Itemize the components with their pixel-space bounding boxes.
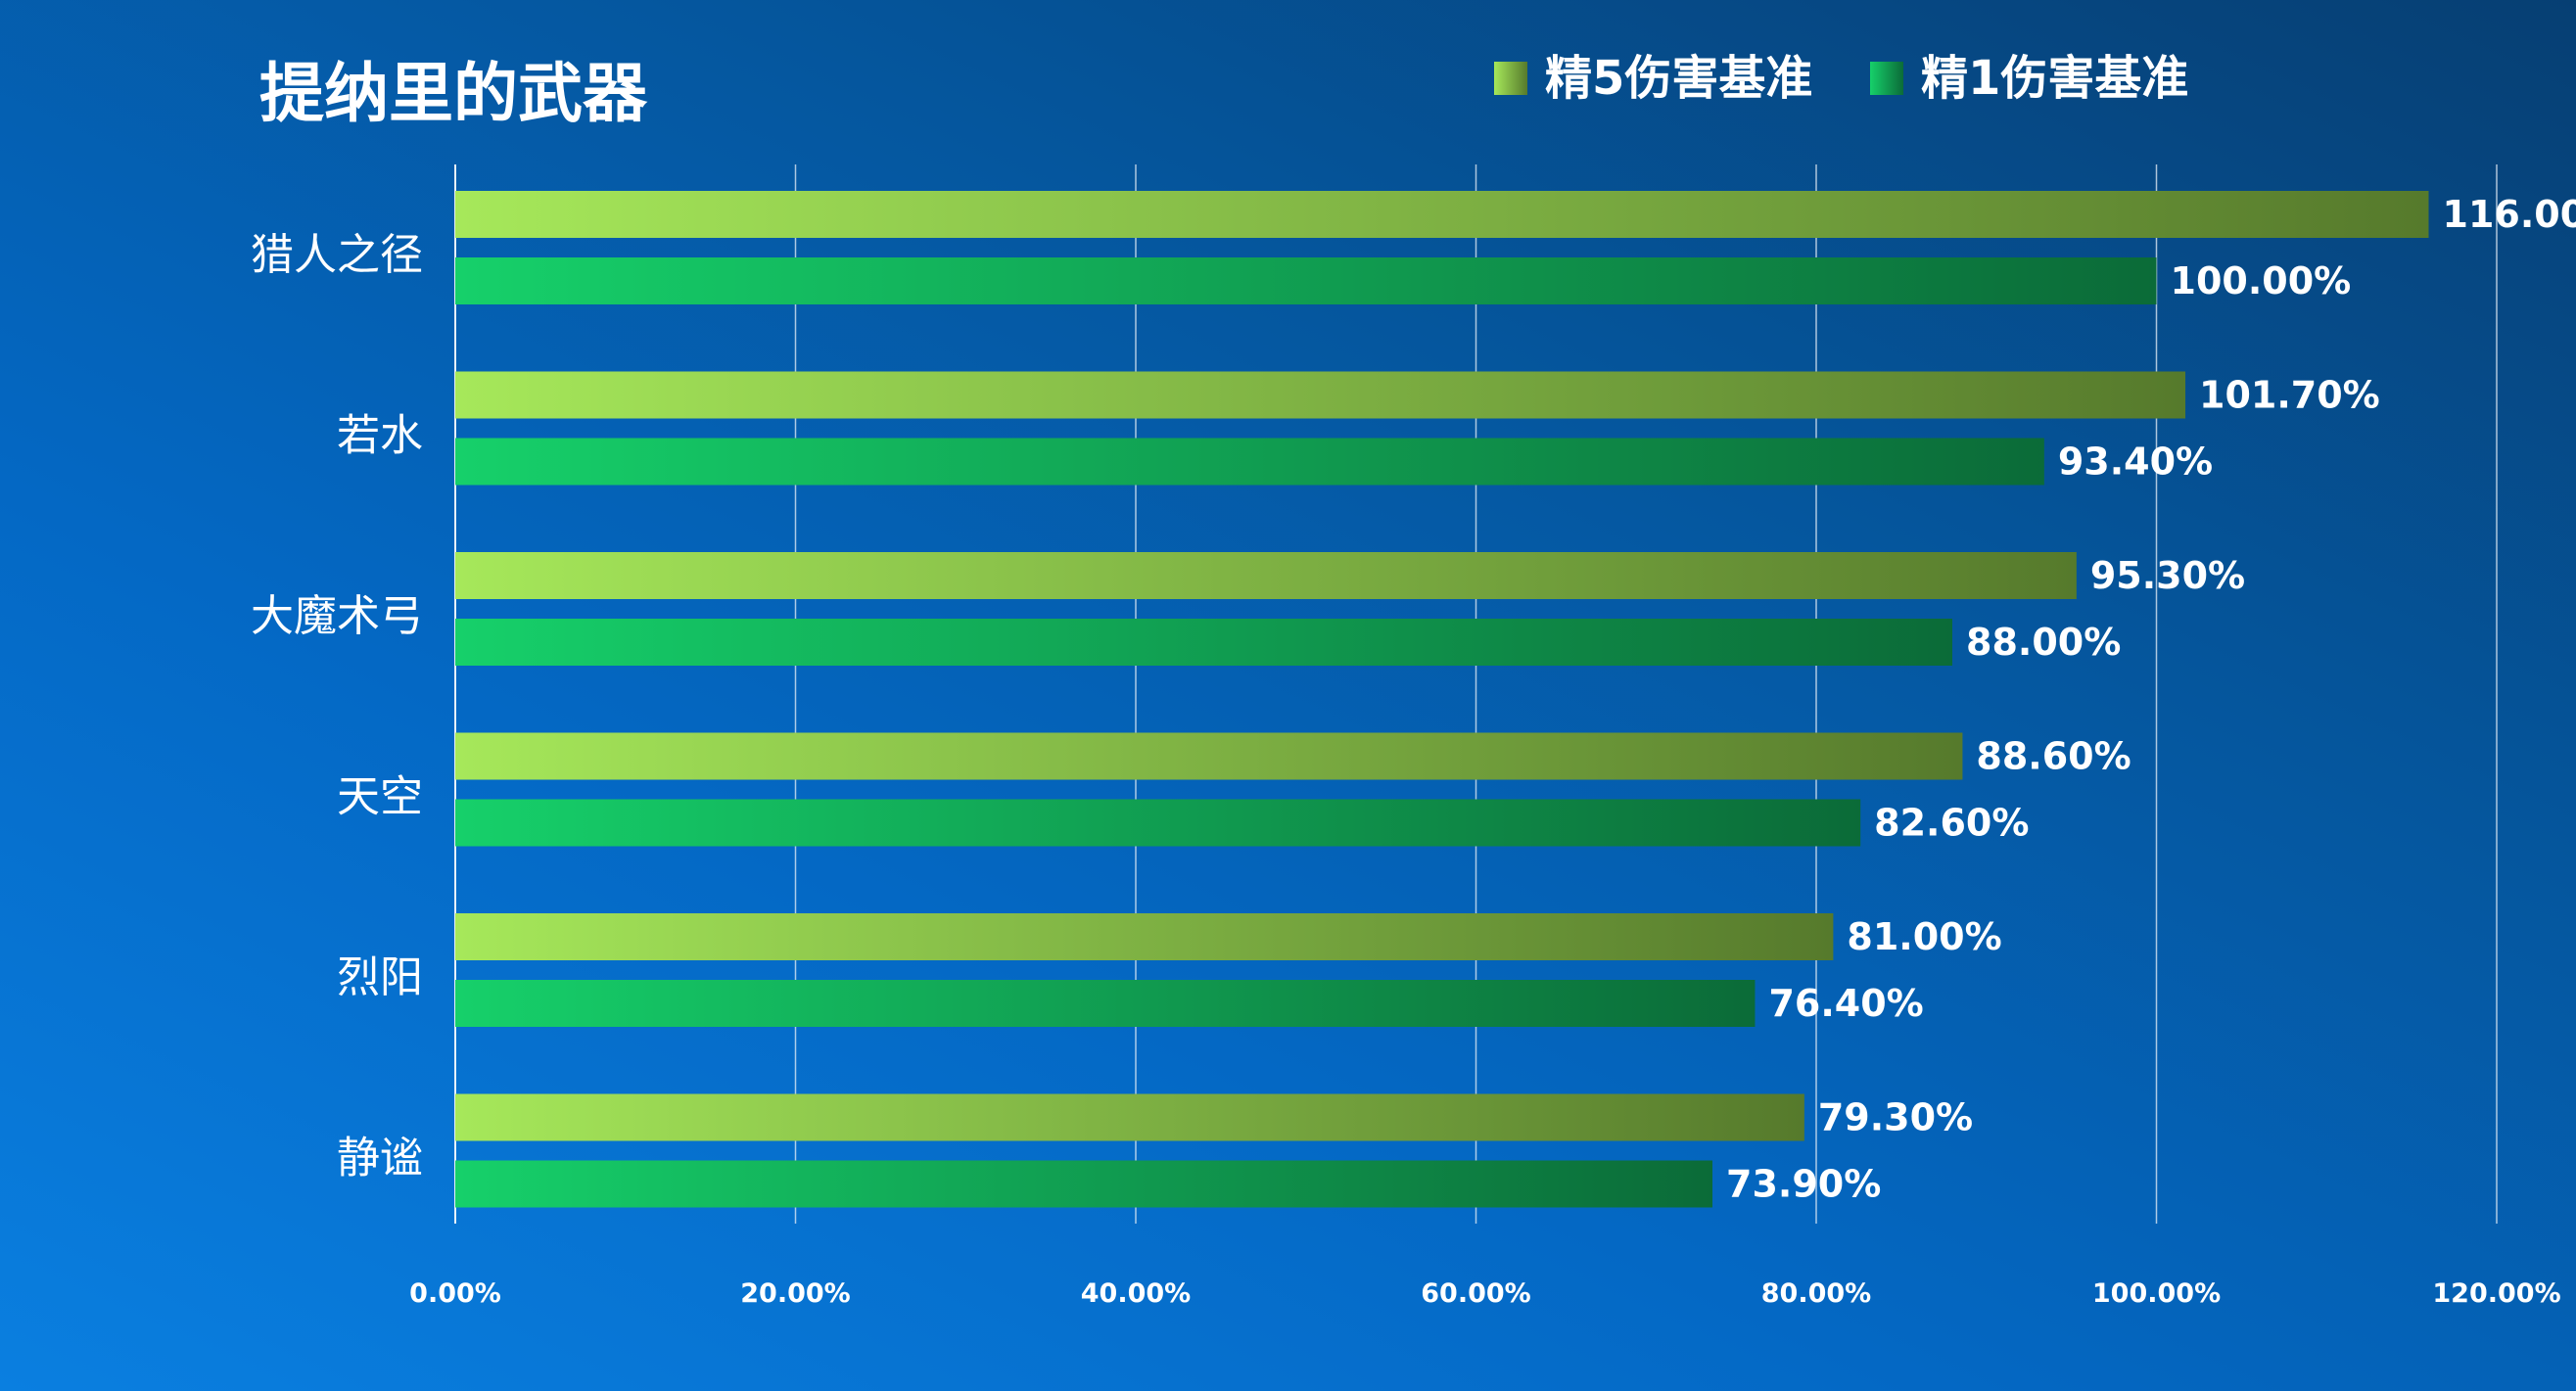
category-label: 静谧: [337, 1134, 423, 1183]
data-label-series-1: 95.30%: [2090, 554, 2245, 597]
bar-series-1: [455, 732, 1963, 780]
x-tick-label: 20.00%: [740, 1278, 850, 1309]
bar-series-2: [455, 438, 2044, 486]
data-label-series-2: 100.00%: [2171, 259, 2352, 302]
data-labels: 116.00% 100.00% 101.70% 93.40% 95.30% 88.00% 8…: [1726, 193, 2576, 1206]
x-axis: 0.00% 20.00% 40.00% 60.00% 80.00% 100.00% 120.…: [409, 1278, 2560, 1309]
bar-series-2: [455, 1160, 1713, 1208]
data-label-series-1: 79.30%: [1818, 1096, 1973, 1139]
category-label: 大魔术弓: [251, 591, 423, 641]
legend-swatch-series-2: [1870, 62, 1903, 95]
legend-swatch-series-1: [1494, 62, 1527, 95]
x-tick-label: 60.00%: [1421, 1278, 1530, 1309]
bar-series-1: [455, 552, 2077, 599]
bar-series-2: [455, 980, 1756, 1027]
chart-title: 提纳里的武器: [259, 56, 648, 131]
bar-series-2: [455, 619, 1952, 666]
data-label-series-1: 81.00%: [1847, 915, 2001, 958]
x-tick-label: 100.00%: [2092, 1278, 2221, 1309]
bar-series-1: [455, 1093, 1804, 1141]
category-label: 天空: [337, 772, 423, 822]
x-tick-label: 40.00%: [1081, 1278, 1191, 1309]
legend-label-series-1: 精5伤害基准: [1545, 51, 1812, 106]
bar-series-2: [455, 799, 1861, 847]
bar-series-1: [455, 913, 1834, 960]
bars: [455, 191, 2429, 1208]
data-label-series-1: 116.00%: [2443, 193, 2576, 236]
legend-label-series-2: 精1伤害基准: [1921, 51, 2188, 106]
bar-series-1: [455, 371, 2186, 419]
data-label-series-2: 88.00%: [1966, 621, 2121, 664]
data-label-series-1: 101.70%: [2199, 374, 2380, 417]
category-label: 若水: [337, 411, 423, 461]
category-label: 烈阳: [337, 952, 423, 1002]
x-tick-label: 120.00%: [2432, 1278, 2560, 1309]
legend: 精5伤害基准 精1伤害基准: [1494, 51, 2188, 106]
data-label-series-2: 93.40%: [2058, 440, 2213, 484]
data-label-series-2: 82.60%: [1874, 802, 2029, 845]
data-label-series-1: 88.60%: [1976, 735, 2131, 778]
x-tick-label: 0.00%: [409, 1278, 501, 1309]
data-label-series-2: 73.90%: [1726, 1163, 1881, 1206]
gridlines: [454, 164, 2498, 1224]
data-label-series-2: 76.40%: [1768, 982, 1923, 1025]
x-tick-label: 80.00%: [1761, 1278, 1871, 1309]
bar-series-1: [455, 191, 2429, 238]
category-label: 猎人之径: [251, 230, 423, 280]
bar-series-2: [455, 257, 2157, 304]
